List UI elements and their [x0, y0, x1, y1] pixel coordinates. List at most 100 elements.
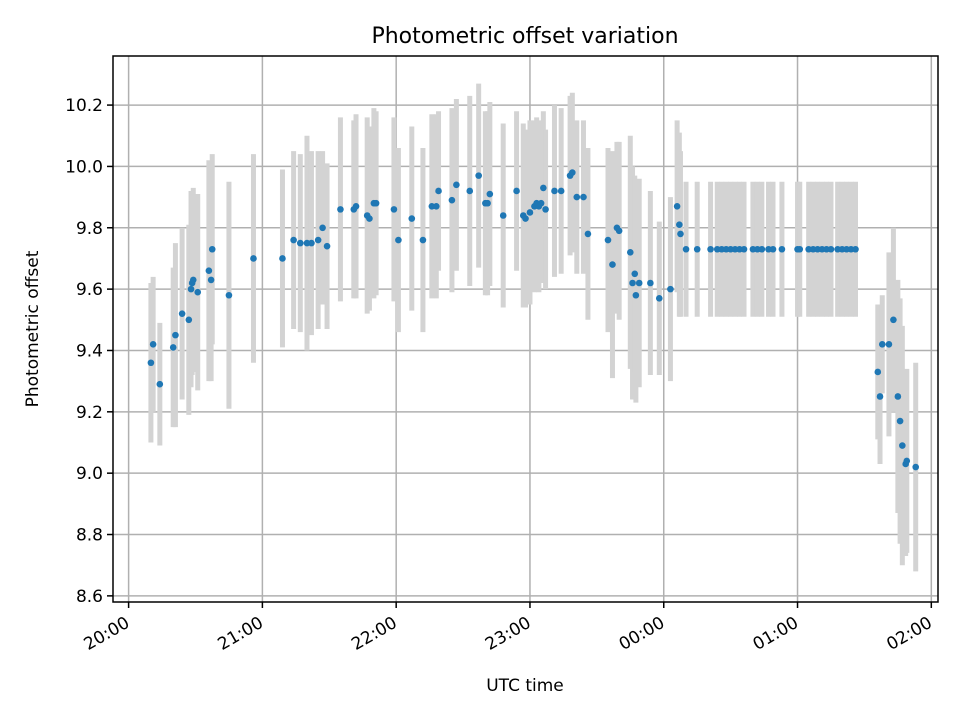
data-point: [885, 341, 893, 348]
data-point: [580, 193, 587, 201]
data-point: [912, 463, 920, 471]
data-point: [499, 212, 507, 219]
data-point: [876, 393, 884, 400]
x-tick-label: 01:00: [750, 613, 802, 655]
data-point: [635, 279, 643, 287]
data-point: [250, 255, 257, 262]
data-point: [677, 230, 684, 238]
data-point: [323, 242, 331, 250]
data-point: [208, 245, 216, 253]
data-point: [676, 221, 683, 229]
data-point: [874, 368, 882, 376]
data-point: [205, 267, 213, 275]
data-point: [187, 285, 195, 293]
data-point: [290, 236, 297, 244]
data-point: [707, 245, 714, 253]
y-tick-label: 8.6: [76, 587, 103, 607]
data-point: [537, 199, 545, 207]
data-point: [279, 255, 286, 262]
data-point: [647, 279, 654, 287]
data-point: [609, 261, 616, 268]
data-point: [557, 187, 565, 195]
y-tick-label: 10.0: [65, 157, 103, 177]
data-point: [569, 169, 576, 176]
data-point: [448, 196, 456, 204]
data-point: [308, 239, 315, 247]
x-tick-label: 21:00: [214, 613, 266, 655]
data-point: [433, 203, 440, 210]
data-point: [604, 236, 612, 244]
data-point: [551, 187, 558, 195]
data-point: [486, 190, 494, 198]
data-point: [667, 285, 674, 293]
data-point: [156, 380, 164, 388]
x-tick-label: 02:00: [883, 613, 935, 655]
data-point: [178, 310, 186, 317]
data-point: [149, 341, 157, 348]
data-point: [408, 215, 416, 222]
data-point: [395, 236, 402, 244]
data-point: [778, 245, 786, 253]
data-point: [615, 227, 623, 235]
data-point-layer: [147, 169, 920, 471]
y-tick-label: 8.8: [76, 526, 103, 546]
y-tick-label: 9.8: [76, 219, 103, 239]
data-point: [584, 230, 592, 238]
data-point: [185, 316, 193, 324]
data-point: [631, 270, 639, 278]
data-point: [632, 291, 640, 299]
data-point: [366, 215, 373, 222]
y-tick-label: 9.6: [76, 280, 103, 300]
data-point: [899, 442, 906, 449]
data-point: [740, 245, 748, 253]
x-axis-label: UTC time: [486, 676, 564, 696]
y-tick-label: 9.4: [76, 341, 103, 361]
axes-frame: [112, 55, 939, 603]
data-point: [466, 187, 474, 195]
x-tick-label: 00:00: [616, 613, 668, 655]
data-point: [540, 184, 547, 192]
data-point: [435, 187, 442, 195]
data-point: [827, 245, 835, 253]
data-point: [484, 199, 491, 207]
data-point: [513, 187, 520, 195]
data-point: [207, 276, 215, 284]
data-point: [796, 245, 804, 253]
data-point: [626, 249, 634, 256]
x-tick-label: 20:00: [81, 613, 133, 655]
data-point: [189, 276, 197, 284]
data-point: [147, 359, 155, 367]
data-point: [769, 245, 777, 253]
data-point: [390, 206, 398, 213]
data-point: [890, 316, 897, 324]
x-tick-label: 23:00: [482, 613, 534, 655]
data-point: [475, 172, 482, 179]
data-point: [896, 417, 904, 425]
y-axis-label: Photometric offset: [23, 250, 43, 407]
data-point: [169, 344, 177, 351]
data-point: [903, 457, 911, 465]
data-point: [172, 331, 179, 339]
y-tick-label: 9.0: [76, 464, 103, 484]
data-point: [629, 279, 636, 287]
data-point: [194, 288, 202, 296]
data-point: [337, 206, 344, 213]
data-point: [852, 245, 859, 253]
data-point: [522, 215, 529, 222]
data-point: [296, 239, 304, 247]
data-point: [542, 206, 549, 213]
data-point: [878, 341, 886, 348]
data-point: [682, 245, 690, 253]
data-point: [319, 224, 326, 232]
chart-title: Photometric offset variation: [371, 24, 678, 49]
data-point: [314, 236, 322, 244]
data-point: [573, 193, 581, 201]
data-point: [758, 245, 766, 253]
y-tick-label: 10.2: [65, 96, 103, 116]
data-point: [526, 209, 534, 216]
data-point: [693, 245, 701, 253]
data-point: [352, 203, 360, 210]
data-point: [655, 295, 663, 302]
data-point: [453, 181, 460, 189]
